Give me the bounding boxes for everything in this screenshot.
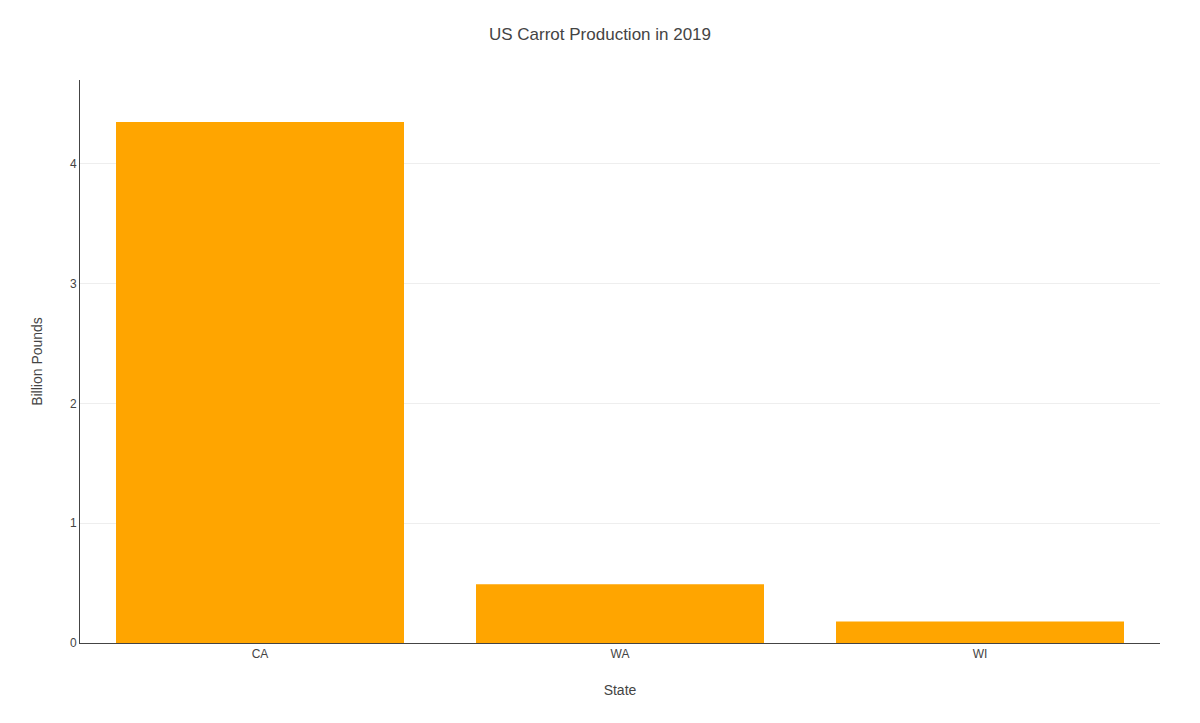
svg-text:1: 1 (70, 516, 77, 530)
svg-text:3: 3 (70, 277, 77, 291)
svg-text:4: 4 (70, 157, 77, 171)
svg-text:0: 0 (70, 636, 77, 650)
svg-text:WA: WA (611, 647, 630, 661)
svg-text:WI: WI (973, 647, 988, 661)
svg-text:US Carrot Production in 2019: US Carrot Production in 2019 (489, 25, 711, 44)
svg-text:State: State (604, 682, 637, 698)
svg-text:Billion Pounds: Billion Pounds (29, 317, 45, 406)
svg-text:CA: CA (252, 647, 269, 661)
svg-text:2: 2 (70, 397, 77, 411)
